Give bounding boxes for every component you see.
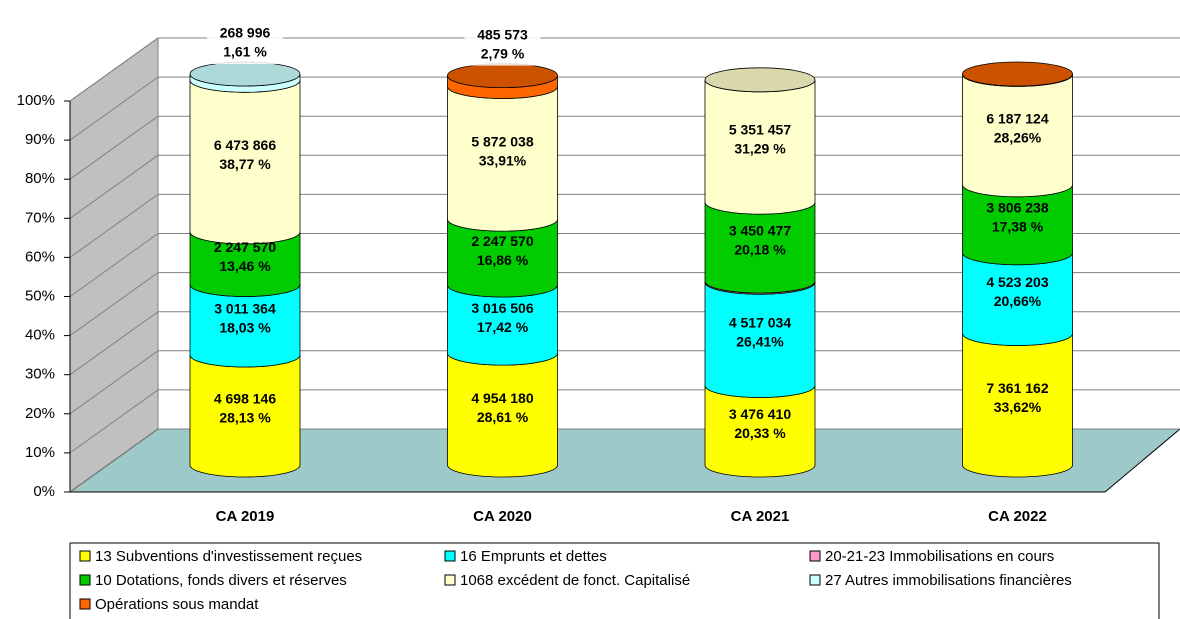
legend-label: 1068 excédent de fonct. Capitalisé [460, 572, 690, 589]
data-label: 26,41% [736, 334, 784, 350]
legend-label: 10 Dotations, fonds divers et réserves [95, 572, 347, 589]
data-label: 18,03 % [219, 319, 271, 335]
data-label-amount: 485 573 [477, 26, 528, 42]
x-tick-label: CA 2020 [473, 508, 532, 525]
grid-line [69, 389, 1180, 454]
grid-line [69, 311, 1180, 376]
data-label-amount: 2 247 570 [471, 233, 533, 249]
data-label: 31,29 % [734, 141, 786, 157]
legend-label: 13 Subventions d'investissement reçues [95, 548, 362, 565]
legend-label: 20-21-23 Immobilisations en cours [825, 548, 1054, 565]
data-label: 33,62% [994, 399, 1042, 415]
y-tick-label: 0% [33, 483, 55, 500]
y-tick-label: 30% [25, 366, 55, 383]
legend-items: 13 Subventions d'investissement reçues 16… [79, 548, 1072, 613]
cylinder-top [704, 67, 816, 93]
y-tick-label: 10% [25, 444, 55, 461]
data-label-amount: 3 806 238 [986, 199, 1048, 215]
y-tick-label: 40% [25, 327, 55, 344]
grid-line [69, 115, 1180, 180]
data-label: 28,26% [994, 129, 1042, 145]
legend [69, 542, 1160, 619]
x-tick-label: CA 2019 [216, 508, 275, 525]
grid-line [69, 193, 1180, 258]
data-label-amount: 2 247 570 [214, 239, 276, 255]
data-label: 33,91% [479, 153, 527, 169]
grid-line [69, 350, 1180, 415]
data-label: 20,33 % [734, 425, 786, 441]
grid-line [69, 233, 1180, 297]
y-tick-label: 90% [25, 131, 55, 148]
data-label: 13,46 % [219, 258, 271, 274]
grid-line [69, 37, 1180, 102]
grid-line [69, 272, 1180, 337]
data-label-amount: 3 450 477 [729, 222, 791, 238]
bars: 4 698 146 28,13 % 3 011 364 18,03 % 2 247 57… [189, 24, 1073, 478]
data-label-amount: 3 016 506 [471, 300, 533, 316]
data-label: 20,18 % [734, 241, 786, 257]
data-label: 17,38 % [992, 218, 1044, 234]
data-label: 16,86 % [477, 252, 529, 268]
label-box [464, 25, 541, 66]
data-label-amount: 4 954 180 [471, 390, 533, 406]
cylinder-top [447, 63, 558, 89]
data-label: 17,42 % [477, 319, 529, 335]
data-label-amount: 7 361 162 [986, 380, 1048, 396]
data-label-amount: 5 872 038 [471, 134, 533, 150]
y-tick-label: 50% [25, 287, 55, 304]
data-label: 28,61 % [477, 409, 529, 425]
data-label-amount: 6 187 124 [986, 110, 1048, 126]
legend-swatch [79, 598, 91, 610]
legend-swatch [79, 550, 91, 562]
cylinder-top [189, 61, 301, 87]
y-tick-label: 60% [25, 248, 55, 265]
grid-line [69, 428, 1180, 493]
legend-label: 27 Autres immobilisations financières [825, 572, 1072, 589]
y-tick-label: 20% [25, 405, 55, 422]
data-label: 2,79 % [481, 45, 525, 61]
data-label-amount: 5 351 457 [729, 122, 791, 138]
legend-swatch [809, 550, 821, 562]
x-tick-label: CA 2022 [988, 508, 1047, 525]
data-label-amount: 3 011 364 [214, 300, 276, 316]
data-label: 28,13 % [219, 410, 271, 426]
data-label-amount: 268 996 [220, 25, 271, 41]
label-box [207, 24, 283, 64]
legend-label: Opérations sous mandat [95, 596, 259, 613]
legend-label: 16 Emprunts et dettes [460, 548, 607, 565]
grid [64, 37, 1180, 493]
data-label-amount: 4 523 203 [986, 274, 1048, 290]
data-label: 20,66% [994, 293, 1042, 309]
grid-line [69, 76, 1180, 141]
data-label: 38,77 % [219, 156, 271, 172]
data-label: 1,61 % [223, 44, 267, 60]
legend-swatch [79, 574, 91, 586]
legend-swatch [809, 574, 821, 586]
y-tick-label: 100% [17, 92, 55, 109]
data-label-amount: 4 698 146 [214, 391, 276, 407]
grid-line [69, 154, 1180, 219]
legend-swatch [444, 550, 456, 562]
y-tick-label: 70% [25, 209, 55, 226]
cylinder-top [962, 61, 1073, 87]
y-tick-label: 80% [25, 170, 55, 187]
data-label-amount: 3 476 410 [729, 406, 791, 422]
legend-swatch [444, 574, 456, 586]
data-label-amount: 4 517 034 [729, 315, 791, 331]
data-label-amount: 6 473 866 [214, 137, 276, 153]
x-tick-label: CA 2021 [731, 508, 790, 525]
